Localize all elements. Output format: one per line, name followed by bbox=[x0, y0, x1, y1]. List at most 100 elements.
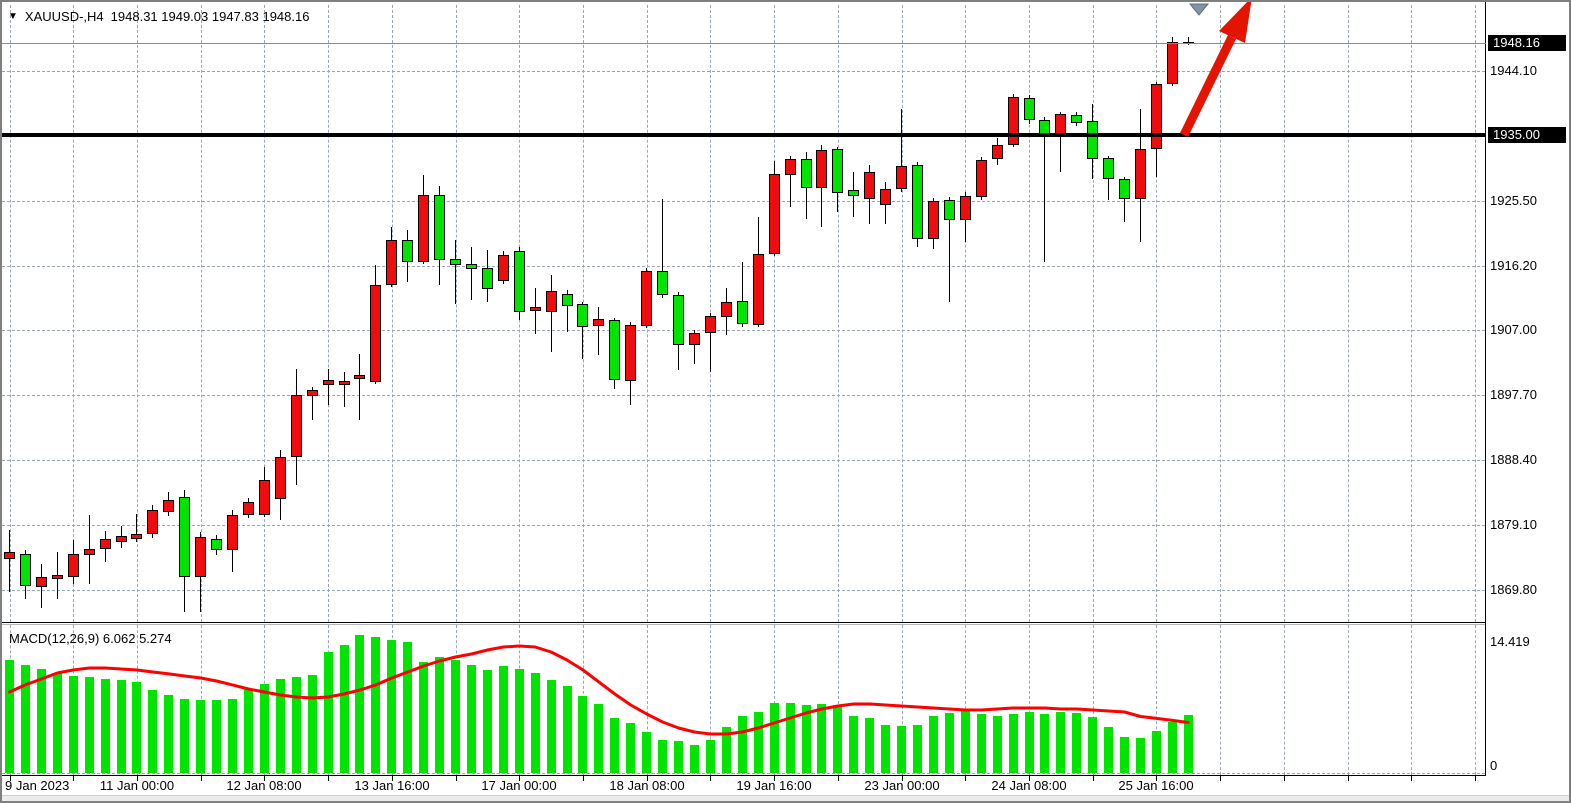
candle bbox=[84, 549, 95, 555]
candle bbox=[721, 302, 732, 317]
time-axis-tick bbox=[519, 776, 520, 781]
candle bbox=[227, 515, 238, 550]
price-tick-label: 1888.40 bbox=[1490, 452, 1537, 467]
candle bbox=[466, 264, 477, 269]
horizontal-gridline bbox=[2, 395, 1485, 396]
candle bbox=[179, 497, 190, 577]
macd-histogram-bar bbox=[132, 682, 141, 773]
candle bbox=[641, 271, 652, 326]
candle-wick bbox=[455, 240, 456, 304]
candles-layer bbox=[2, 2, 1486, 622]
vertical-gridline bbox=[73, 5, 74, 622]
macd-histogram-layer bbox=[2, 625, 1486, 775]
macd-histogram-bar bbox=[690, 745, 699, 773]
macd-histogram-bar bbox=[626, 723, 635, 773]
candle-wick bbox=[567, 290, 568, 332]
candle bbox=[116, 536, 127, 542]
candle bbox=[163, 500, 174, 512]
candle bbox=[1151, 84, 1162, 149]
horizontal-level-line[interactable] bbox=[2, 133, 1486, 137]
macd-histogram-bar bbox=[563, 686, 572, 773]
price-tick-label: 1907.00 bbox=[1490, 322, 1537, 337]
macd-histogram-bar bbox=[786, 703, 795, 773]
time-axis-tick bbox=[1475, 776, 1476, 781]
macd-histogram-bar bbox=[403, 642, 412, 773]
macd-histogram-bar bbox=[244, 689, 253, 773]
time-tick-label: 13 Jan 16:00 bbox=[354, 778, 430, 793]
macd-histogram-bar bbox=[578, 696, 587, 773]
candle bbox=[434, 195, 445, 260]
time-axis-tick bbox=[264, 776, 265, 781]
macd-histogram-bar bbox=[117, 680, 126, 773]
macd-histogram-bar bbox=[977, 714, 986, 773]
macd-histogram-bar bbox=[833, 705, 842, 773]
macd-histogram-bar bbox=[674, 741, 683, 773]
time-axis-tick bbox=[201, 776, 202, 781]
vertical-gridline bbox=[1284, 5, 1285, 622]
vertical-gridline bbox=[774, 5, 775, 622]
vertical-gridline bbox=[137, 5, 138, 622]
macd-histogram-bar bbox=[897, 726, 906, 773]
candle bbox=[801, 159, 812, 188]
candle bbox=[1119, 179, 1130, 199]
vertical-gridline bbox=[1475, 5, 1476, 622]
time-axis-tick bbox=[710, 776, 711, 781]
candle-wick bbox=[471, 247, 472, 300]
time-axis-tick bbox=[583, 776, 584, 781]
symbol-caret-icon[interactable]: ▼ bbox=[8, 11, 18, 22]
macd-histogram-bar bbox=[53, 673, 62, 773]
macd-histogram-bar bbox=[642, 732, 651, 773]
macd-histogram-bar bbox=[69, 676, 78, 773]
candle bbox=[275, 457, 286, 499]
time-axis-tick bbox=[1156, 776, 1157, 781]
macd-histogram-bar bbox=[180, 699, 189, 773]
candle-wick bbox=[582, 302, 583, 359]
candle bbox=[753, 254, 764, 325]
candle-wick bbox=[694, 330, 695, 364]
macd-histogram-bar bbox=[419, 662, 428, 773]
time-axis-tick bbox=[456, 776, 457, 781]
vertical-gridline bbox=[1411, 625, 1412, 775]
macd-histogram-bar bbox=[945, 713, 954, 773]
candle-wick bbox=[1044, 117, 1045, 262]
candle bbox=[291, 395, 302, 457]
macd-histogram-bar bbox=[1025, 712, 1034, 773]
time-tick-label: 12 Jan 08:00 bbox=[226, 778, 302, 793]
candle bbox=[370, 285, 381, 382]
candle bbox=[864, 172, 875, 199]
macd-histogram-bar bbox=[817, 704, 826, 773]
candle-wick bbox=[551, 275, 552, 352]
macd-indicator-plot[interactable]: MACD(12,26,9) 6.062 5.274 bbox=[2, 625, 1486, 775]
vertical-gridline bbox=[1411, 5, 1412, 622]
macd-bottom-border bbox=[2, 775, 1486, 776]
macd-histogram-bar bbox=[961, 711, 970, 773]
candle bbox=[307, 390, 318, 396]
macd-histogram-bar bbox=[37, 669, 46, 773]
main-chart-plot[interactable]: ▼ XAUUSD-,H4 1948.31 1949.03 1947.83 194… bbox=[2, 2, 1486, 622]
candle-wick bbox=[359, 354, 360, 420]
price-tick-label: 1916.20 bbox=[1490, 258, 1537, 273]
macd-histogram-bar bbox=[1120, 737, 1129, 773]
price-axis[interactable]: 1948.16 1944.10 1935.00 1925.50 1916.20 1907.… bbox=[1486, 2, 1569, 775]
candle-wick bbox=[9, 530, 10, 592]
macd-histogram-bar bbox=[1152, 731, 1161, 773]
candle bbox=[1071, 115, 1082, 123]
candle bbox=[960, 196, 971, 220]
vertical-gridline bbox=[264, 5, 265, 622]
candle bbox=[339, 381, 350, 385]
time-axis-tick bbox=[1411, 776, 1412, 781]
time-axis-tick bbox=[1220, 776, 1221, 781]
macd-zero-label: 0 bbox=[1490, 758, 1498, 773]
vertical-gridline bbox=[838, 5, 839, 622]
panel-separator[interactable] bbox=[2, 622, 1486, 623]
vertical-gridline bbox=[328, 5, 329, 622]
candle bbox=[402, 240, 413, 262]
time-axis-tick bbox=[137, 776, 138, 781]
time-axis-tick bbox=[73, 776, 74, 781]
macd-histogram-bar bbox=[594, 704, 603, 773]
candle bbox=[816, 150, 827, 188]
candle-wick bbox=[790, 156, 791, 207]
macd-histogram-bar bbox=[547, 680, 556, 773]
price-tick-label: 1869.80 bbox=[1490, 582, 1537, 597]
candle-wick bbox=[901, 109, 902, 192]
